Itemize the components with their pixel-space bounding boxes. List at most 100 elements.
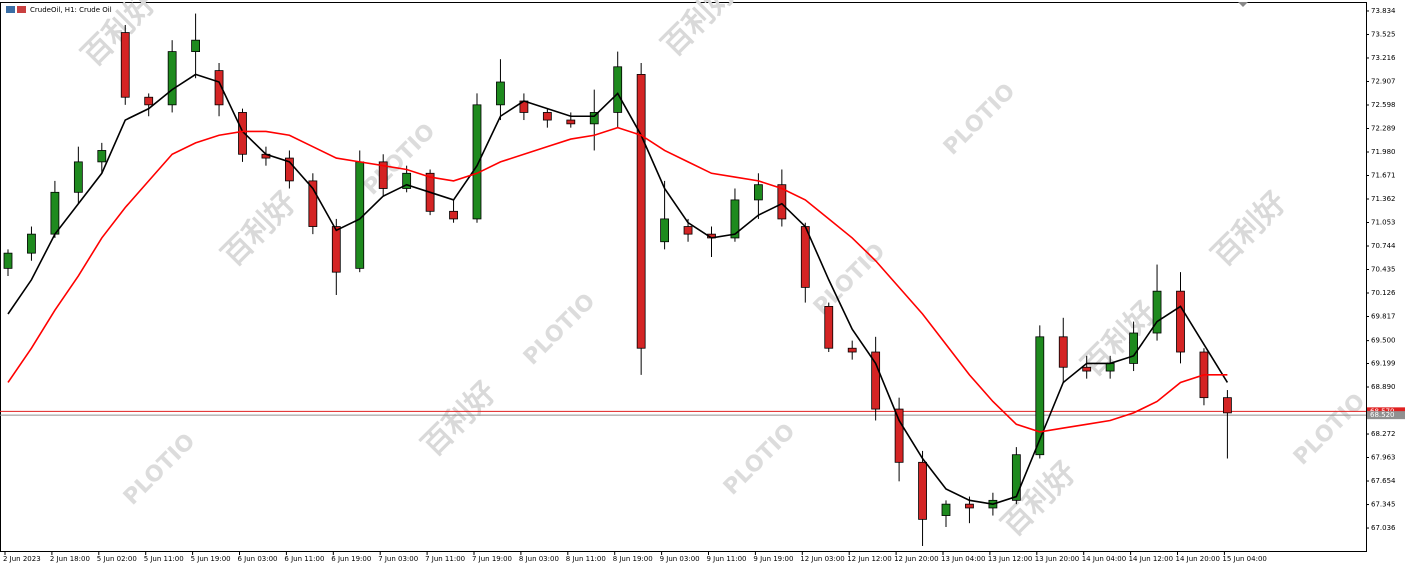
- x-tick-label: 7 Jun 11:00: [425, 555, 465, 563]
- y-tick-label: 72.907: [1371, 77, 1396, 85]
- price-label: 68.520: [1370, 411, 1395, 419]
- candle-body: [50, 191, 60, 235]
- y-tick-label: 69.500: [1371, 337, 1396, 345]
- candle-body: [472, 104, 482, 220]
- candle-body: [1223, 397, 1232, 414]
- candle-body: [894, 408, 904, 463]
- candle-body: [730, 199, 740, 239]
- x-tick-label: 14 Jun 04:00: [1082, 555, 1126, 563]
- candle-body: [1105, 363, 1115, 372]
- x-tick-label: 12 Jun 03:00: [800, 555, 844, 563]
- candle-body: [238, 112, 247, 155]
- y-tick-label: 71.362: [1371, 195, 1396, 203]
- x-tick-label: 15 Jun 04:00: [1222, 555, 1266, 563]
- plot-frame: [0, 2, 1367, 552]
- candle-body: [1152, 290, 1162, 334]
- candle-body: [871, 351, 881, 410]
- x-tick-label: 9 Jun 19:00: [753, 555, 793, 563]
- candle-body: [308, 180, 318, 227]
- x-tick-label: 14 Jun 20:00: [1176, 555, 1220, 563]
- candle-body: [167, 51, 177, 106]
- x-tick-label: 6 Jun 19:00: [331, 555, 371, 563]
- candle-body: [331, 226, 341, 273]
- x-tick-label: 9 Jun 11:00: [707, 555, 747, 563]
- x-tick-label: 2 Jun 18:00: [50, 555, 90, 563]
- candle-body: [191, 39, 201, 52]
- x-tick-label: 13 Jun 12:00: [988, 555, 1032, 563]
- candle-body: [449, 210, 458, 220]
- x-tick-label: 7 Jun 03:00: [378, 555, 418, 563]
- x-tick-label: 8 Jun 11:00: [566, 555, 606, 563]
- candle-body: [847, 347, 857, 353]
- x-tick-label: 8 Jun 03:00: [519, 555, 559, 563]
- candle-body: [496, 81, 505, 106]
- candle-body: [1129, 332, 1138, 364]
- y-tick-label: 73.834: [1371, 7, 1396, 15]
- x-tick-label: 5 Jun 02:00: [97, 555, 137, 563]
- candle-body: [589, 112, 599, 125]
- x-tick-label: 6 Jun 11:00: [284, 555, 324, 563]
- y-tick-label: 71.671: [1371, 171, 1396, 179]
- price-label-box: [1367, 411, 1405, 420]
- x-tick-label: 12 Jun 12:00: [847, 555, 891, 563]
- x-tick-label: 2 Jun 2023: [3, 555, 41, 563]
- x-tick-label: 9 Jun 03:00: [660, 555, 700, 563]
- candle-body: [120, 32, 130, 98]
- candle-body: [777, 184, 787, 220]
- x-tick-label: 14 Jun 12:00: [1129, 555, 1173, 563]
- y-tick-label: 67.963: [1371, 454, 1396, 462]
- x-tick-label: 5 Jun 19:00: [191, 555, 231, 563]
- candle-body: [97, 150, 107, 163]
- x-tick-label: 13 Jun 20:00: [1035, 555, 1079, 563]
- candle-body: [800, 226, 810, 288]
- moving-average: [7, 126, 1228, 433]
- candle-body: [941, 503, 951, 516]
- candle-body: [214, 70, 224, 106]
- y-tick-label: 67.345: [1371, 501, 1396, 509]
- moving-average: [7, 73, 1229, 505]
- candle-body: [144, 96, 154, 106]
- chart-icon: [17, 6, 26, 13]
- y-tick-label: 68.890: [1371, 383, 1396, 391]
- y-tick-label: 70.744: [1371, 242, 1396, 250]
- candle-body: [3, 252, 13, 269]
- candle-body: [1176, 290, 1185, 353]
- y-tick-label: 68.272: [1371, 430, 1396, 438]
- candle-body: [1082, 366, 1092, 372]
- y-tick-label: 69.817: [1371, 313, 1396, 321]
- y-tick-label: 70.435: [1371, 266, 1396, 274]
- x-tick-label: 7 Jun 19:00: [472, 555, 512, 563]
- candle-body: [824, 305, 834, 349]
- x-tick-label: 8 Jun 19:00: [613, 555, 653, 563]
- candle-body: [613, 66, 623, 113]
- candle-body: [683, 226, 693, 235]
- x-tick-label: 13 Jun 04:00: [941, 555, 985, 563]
- candle-body: [284, 157, 294, 182]
- chart-icon: [6, 6, 15, 13]
- candle-body: [27, 233, 36, 254]
- y-tick-label: 70.126: [1371, 289, 1396, 297]
- candle-body: [1011, 454, 1021, 501]
- y-tick-label: 71.980: [1371, 148, 1396, 156]
- y-tick-label: 67.036: [1371, 524, 1396, 532]
- candle-body: [1058, 336, 1068, 368]
- x-tick-label: 12 Jun 20:00: [894, 555, 938, 563]
- y-tick-label: 69.199: [1371, 360, 1396, 368]
- candle-body: [1035, 336, 1045, 456]
- candle-body: [73, 161, 83, 193]
- x-tick-label: 5 Jun 11:00: [144, 555, 184, 563]
- y-tick-label: 72.289: [1371, 124, 1396, 132]
- candle-body: [378, 161, 388, 189]
- y-tick-label: 71.053: [1371, 218, 1396, 226]
- candle-body: [660, 218, 669, 243]
- candle-body: [965, 503, 974, 509]
- shift-marker: [1238, 2, 1248, 7]
- candle-body: [566, 119, 576, 125]
- x-tick-label: 6 Jun 03:00: [238, 555, 278, 563]
- candle-body: [636, 74, 646, 349]
- candle-body: [542, 112, 552, 121]
- candle-body: [918, 461, 927, 520]
- y-tick-label: 73.525: [1371, 30, 1396, 38]
